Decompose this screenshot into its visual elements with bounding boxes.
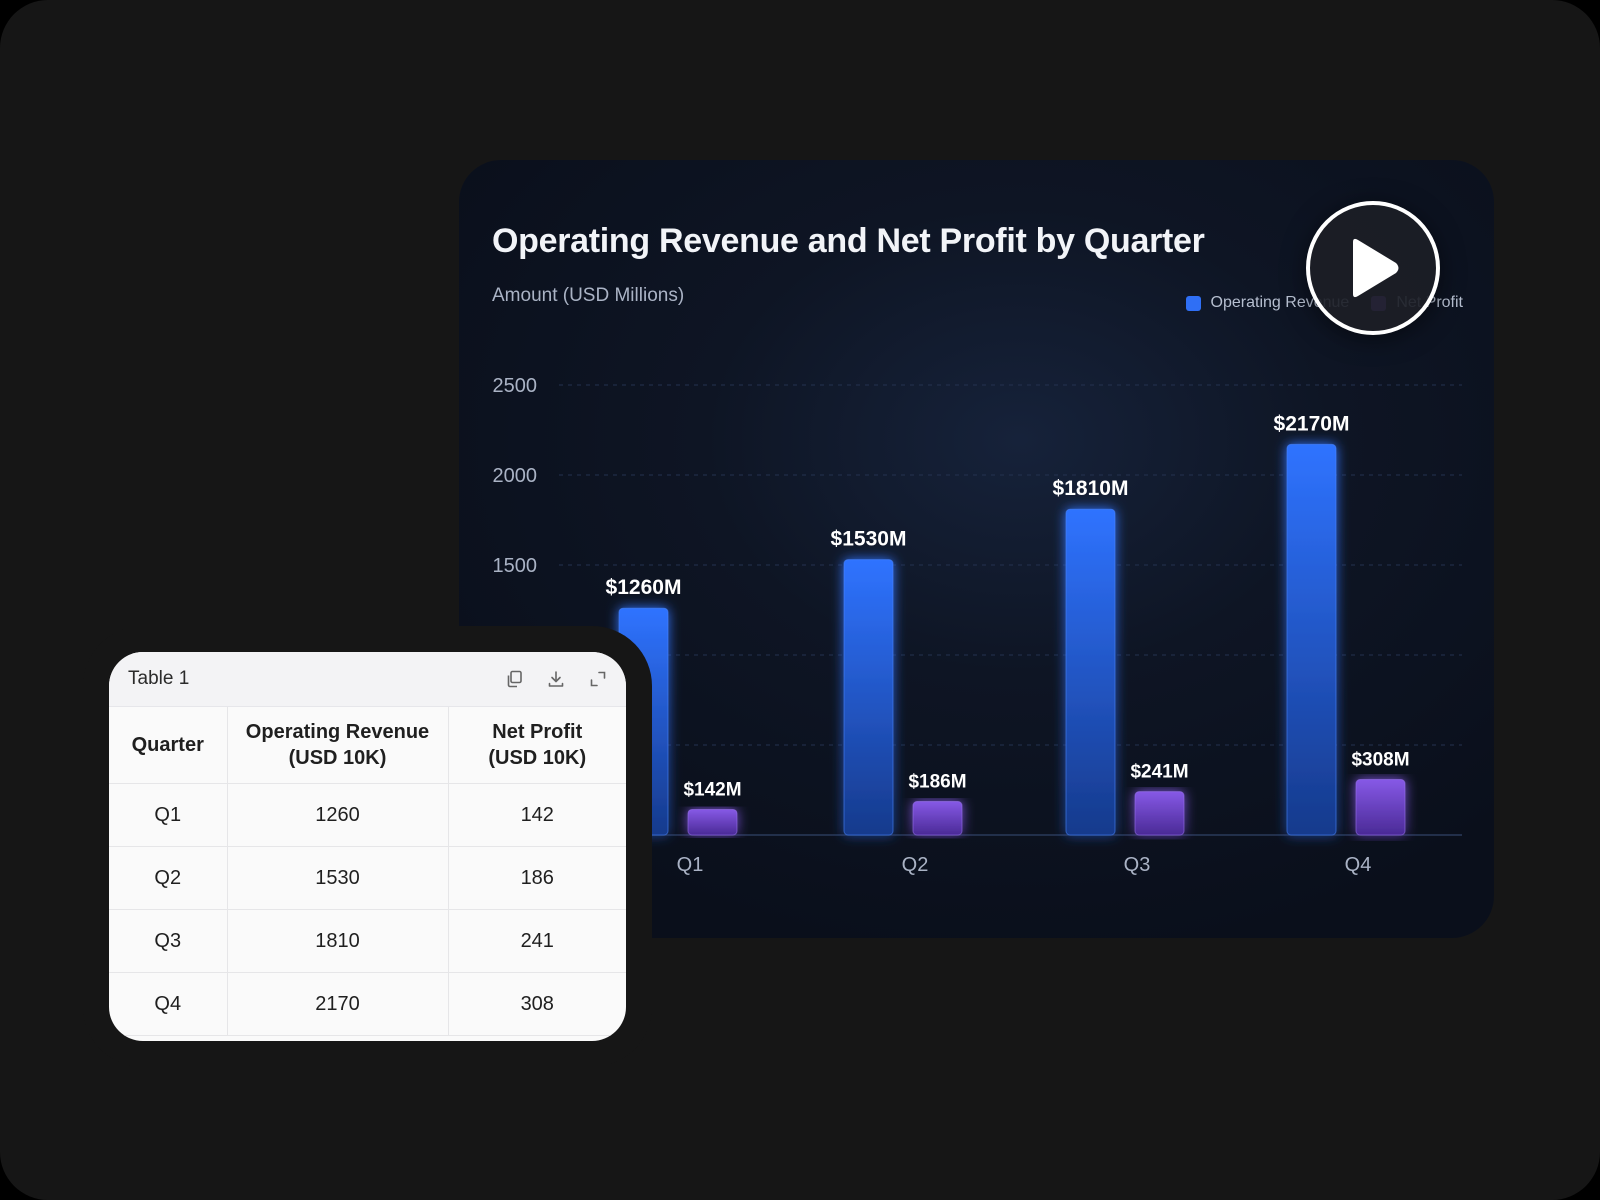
cell-revenue: 1810 [226, 909, 448, 973]
chart-title: Operating Revenue and Net Profit by Quar… [492, 222, 1205, 260]
cell-profit: 186 [447, 846, 626, 910]
cell-profit: 308 [447, 972, 626, 1036]
cell-revenue: 1260 [226, 783, 448, 847]
table-row: Q3 1810 241 [109, 909, 626, 973]
profit-bar [912, 801, 963, 836]
profit-bar [1355, 779, 1406, 836]
table-header-row: Quarter Operating Revenue (USD 10K) Net P… [109, 707, 626, 784]
data-label: $2170M [1274, 412, 1350, 435]
y-tick-label: 2500 [493, 375, 538, 397]
column-header-quarter: Quarter [109, 707, 227, 784]
x-tick-label: Q4 [1345, 854, 1372, 876]
column-header-profit: Net Profit (USD 10K) [447, 707, 626, 784]
copy-icon[interactable] [504, 669, 524, 689]
expand-icon[interactable] [588, 669, 608, 689]
revenue-bar [843, 559, 894, 836]
y-tick-label: 1500 [493, 555, 538, 577]
x-tick-label: Q3 [1124, 854, 1151, 876]
data-label: $241M [1130, 762, 1188, 783]
download-icon[interactable] [546, 669, 566, 689]
data-table-card: Table 1 [109, 652, 626, 1041]
grid-lines [559, 384, 1462, 746]
column-header-revenue: Operating Revenue (USD 10K) [226, 707, 448, 784]
cell-profit: 241 [447, 909, 626, 973]
legend-swatch-revenue [1185, 295, 1201, 311]
table-actions [504, 669, 608, 689]
play-icon [1353, 238, 1399, 298]
profit-bar [1134, 791, 1185, 836]
bar-chart: 1500 2000 2500 $1260M $142M $1530M $186M $1810… [493, 375, 1462, 876]
data-label: $186M [908, 772, 966, 793]
cell-quarter: Q1 [109, 783, 227, 847]
play-button[interactable] [1306, 201, 1440, 335]
cell-quarter: Q4 [109, 972, 227, 1036]
table-toolbar: Table 1 [109, 652, 626, 707]
revenue-bar [1065, 508, 1116, 836]
profit-bar [687, 808, 738, 836]
cell-quarter: Q3 [109, 909, 227, 973]
revenue-bar [618, 607, 669, 836]
data-label: $1530M [831, 528, 907, 551]
cell-revenue: 2170 [226, 972, 448, 1036]
table-row: Q2 1530 186 [109, 846, 626, 910]
data-label: $142M [683, 779, 741, 800]
x-axis-ticks: Q1 Q2 Q3 Q4 [677, 854, 1372, 876]
data-label: $1810M [1053, 477, 1129, 500]
data-label: $1260M [606, 576, 682, 599]
table-title: Table 1 [128, 668, 190, 689]
y-axis-label: Amount (USD Millions) [492, 285, 685, 306]
y-tick-label: 2000 [493, 465, 538, 487]
cell-quarter: Q2 [109, 846, 227, 910]
data-label: $308M [1351, 750, 1409, 771]
table-row: Q1 1260 142 [109, 783, 626, 847]
x-tick-label: Q1 [677, 854, 704, 876]
x-tick-label: Q2 [902, 854, 929, 876]
cell-revenue: 1530 [226, 846, 448, 910]
cell-profit: 142 [447, 783, 626, 847]
y-axis-ticks: 1500 2000 2500 [493, 375, 538, 577]
bars [618, 443, 1406, 836]
revenue-bar [1286, 443, 1337, 836]
data-table: Quarter Operating Revenue (USD 10K) Net P… [109, 707, 626, 1036]
table-row: Q4 2170 308 [109, 972, 626, 1036]
data-labels: $1260M $142M $1530M $186M $1810M $241M $2170M $… [606, 412, 1410, 800]
